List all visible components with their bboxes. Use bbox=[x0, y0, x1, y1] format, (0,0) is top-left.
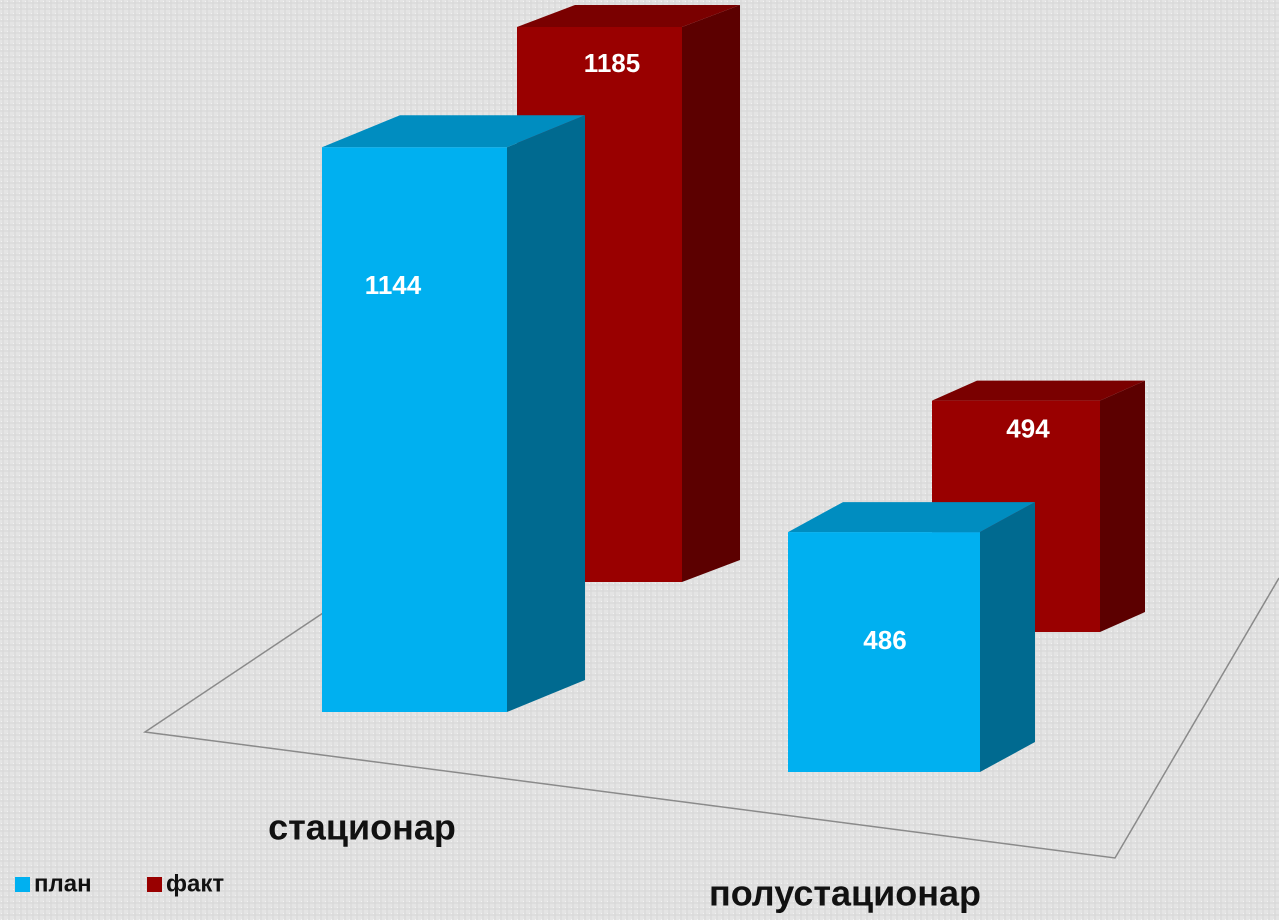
bar: 1144 bbox=[322, 115, 585, 713]
bar-top bbox=[322, 115, 585, 148]
bar-front bbox=[322, 147, 507, 713]
bar-top bbox=[932, 380, 1145, 401]
data-label: 1185 bbox=[584, 48, 640, 78]
floor-plane bbox=[142, 577, 1279, 859]
legend-label: факт bbox=[166, 870, 224, 897]
category-label: стационар bbox=[268, 807, 456, 848]
bar: 486 bbox=[788, 502, 1035, 772]
legend-label: план bbox=[34, 870, 92, 897]
bar-side bbox=[1100, 380, 1145, 632]
legend-swatch bbox=[15, 877, 30, 892]
category-label: полустационар bbox=[709, 873, 981, 914]
data-label: 1144 bbox=[365, 270, 422, 300]
bars: 1185 494 1144 486 bbox=[322, 5, 1145, 772]
data-label: 494 bbox=[1006, 414, 1050, 444]
bar-side bbox=[682, 5, 740, 582]
bar-top bbox=[788, 502, 1035, 533]
bar-top bbox=[517, 5, 740, 27]
legend: план факт bbox=[15, 870, 224, 897]
bar-side bbox=[507, 115, 585, 713]
bar: 1185 bbox=[517, 5, 740, 582]
bar-side bbox=[980, 502, 1035, 772]
legend-swatch bbox=[147, 877, 162, 892]
data-label: 486 bbox=[863, 625, 906, 655]
bar-front bbox=[788, 532, 980, 772]
